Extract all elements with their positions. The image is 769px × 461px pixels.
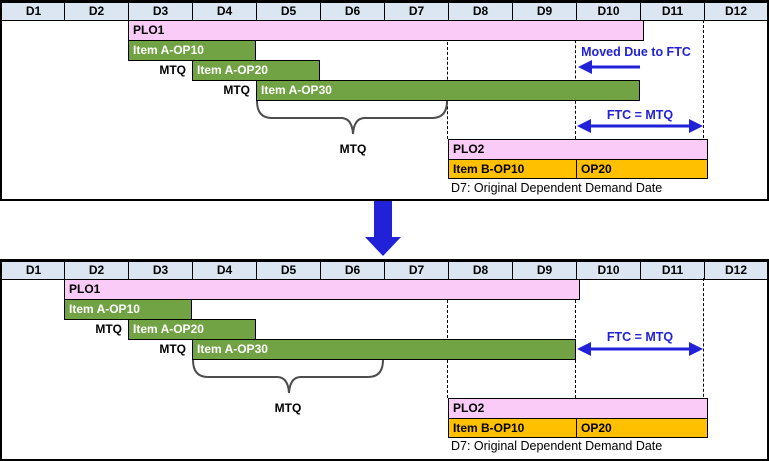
bottom-dashline-d12: [703, 278, 704, 437]
bottom-header-d4: D4: [192, 261, 257, 280]
bottom-mtq-op20-label: MTQ: [95, 322, 122, 336]
top-header-d10: D10: [576, 2, 641, 21]
top-mtq-op20-label: MTQ: [159, 63, 186, 77]
top-mtq-brace-label: MTQ: [339, 142, 367, 156]
bottom-plo1-bar: PLO1: [64, 279, 580, 300]
bottom-item-a-op30-bar: Item A-OP30: [192, 339, 576, 360]
top-plo1-bar: PLO1: [128, 20, 644, 41]
top-header-d11: D11: [640, 2, 705, 21]
top-plo2-bar: PLO2: [448, 139, 708, 160]
bottom-header-d7: D7: [384, 261, 449, 280]
top-dashline-d10: [575, 20, 576, 139]
transform-arrow: [365, 201, 401, 256]
bottom-header-d3: D3: [128, 261, 193, 280]
bottom-item-a-op10-bar: Item A-OP10: [64, 299, 192, 320]
top-item-a-op20-bar: Item A-OP20: [192, 60, 320, 81]
top-header-d9: D9: [512, 2, 577, 21]
bottom-item-b-op10-bar: Item B-OP10: [448, 418, 580, 438]
top-item-a-op30-bar: Item A-OP30: [256, 80, 640, 101]
bottom-item-a-op20-bar: Item A-OP20: [128, 319, 256, 340]
top-header-d8: D8: [448, 2, 513, 21]
bottom-ftc-mtq-label: FTC = MTQ: [606, 330, 674, 344]
bottom-demand-date-note: D7: Original Dependent Demand Date: [451, 439, 663, 453]
top-mtq-op30-label: MTQ: [223, 83, 250, 97]
top-moved-due-to-ftc-label: Moved Due to FTC: [581, 45, 691, 59]
top-header-d2: D2: [64, 2, 129, 21]
top-header-d4: D4: [192, 2, 257, 21]
top-header-d7: D7: [384, 2, 449, 21]
top-item-a-op10-bar: Item A-OP10: [128, 40, 256, 61]
bottom-item-b-op20-bar: OP20: [576, 418, 708, 438]
bottom-mtq-brace-label: MTQ: [274, 401, 302, 415]
bottom-header-d1: D1: [1, 261, 66, 280]
top-item-b-op10-bar: Item B-OP10: [448, 159, 580, 179]
bottom-header-d6: D6: [320, 261, 385, 280]
bottom-header-d9: D9: [512, 261, 577, 280]
bottom-header-d2: D2: [64, 261, 129, 280]
bottom-header-d5: D5: [256, 261, 321, 280]
bottom-mtq-op30-label: MTQ: [159, 342, 186, 356]
top-ftc-mtq-label: FTC = MTQ: [606, 108, 674, 122]
bottom-header-d8: D8: [448, 261, 513, 280]
top-dashline-d12: [703, 20, 704, 178]
top-header-d12: D12: [704, 2, 768, 21]
bottom-plo2-bar: PLO2: [448, 398, 708, 419]
top-demand-date-note: D7: Original Dependent Demand Date: [451, 181, 663, 195]
top-header-d3: D3: [128, 2, 193, 21]
top-header-d1: D1: [1, 2, 66, 21]
bottom-header-d10: D10: [576, 261, 641, 280]
bottom-header-d12: D12: [704, 261, 768, 280]
top-item-b-op20-bar: OP20: [576, 159, 708, 179]
top-header-d5: D5: [256, 2, 321, 21]
top-header-d6: D6: [320, 2, 385, 21]
bottom-header-d11: D11: [640, 261, 705, 280]
